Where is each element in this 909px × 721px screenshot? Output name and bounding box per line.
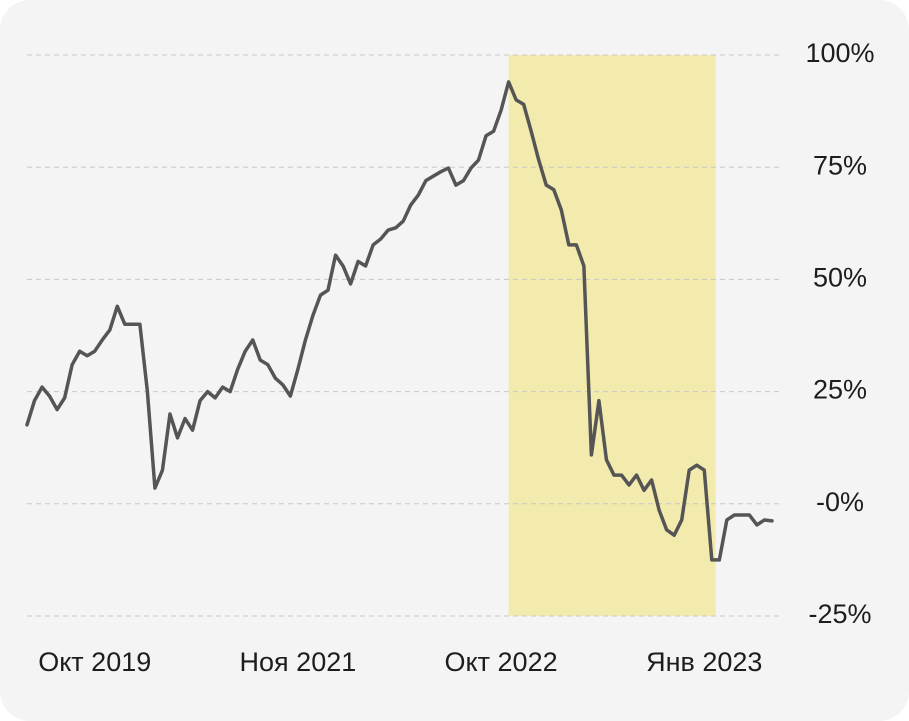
y-tick-label: 50% bbox=[813, 263, 867, 293]
x-tick-label: Окт 2019 bbox=[38, 647, 151, 677]
y-tick-label: 75% bbox=[813, 150, 867, 180]
x-tick-label: Янв 2023 bbox=[646, 647, 762, 677]
y-tick-label: 25% bbox=[813, 375, 867, 405]
y-tick-label: 100% bbox=[805, 38, 874, 68]
x-tick-label: Окт 2022 bbox=[445, 647, 558, 677]
y-tick-label: -0% bbox=[816, 487, 864, 517]
price-line bbox=[25, 80, 774, 562]
highlight-band bbox=[508, 55, 716, 616]
y-tick-label: -25% bbox=[808, 599, 871, 629]
x-tick-label: Ноя 2021 bbox=[240, 647, 357, 677]
